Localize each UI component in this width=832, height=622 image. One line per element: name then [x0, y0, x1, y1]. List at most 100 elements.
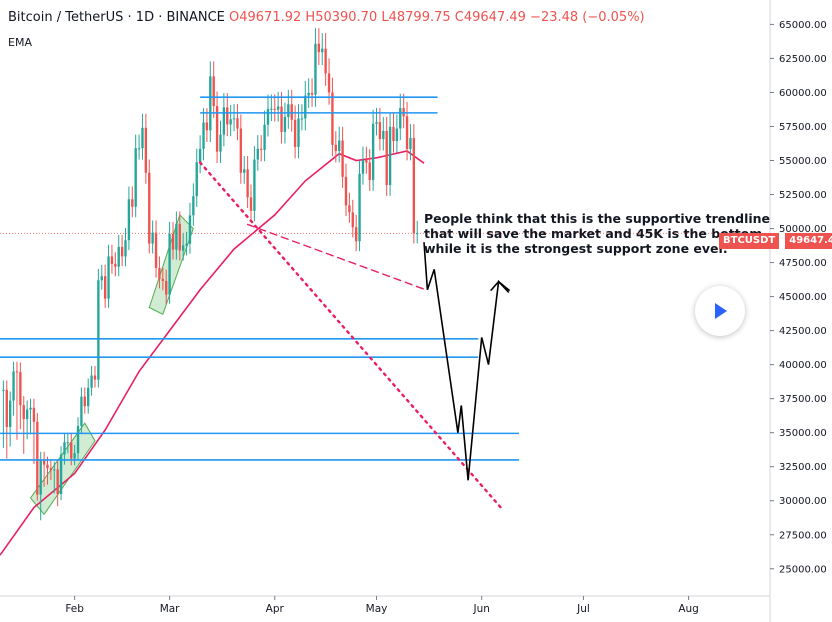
trendline-dotted[interactable] — [198, 161, 504, 511]
candle — [134, 134, 137, 218]
candle-body — [131, 199, 134, 207]
candle-body — [236, 118, 239, 129]
candle-body — [371, 123, 375, 180]
candle — [19, 362, 22, 430]
candle-body — [260, 148, 263, 150]
candle — [158, 256, 161, 289]
candle — [256, 135, 259, 171]
candle — [348, 192, 351, 223]
candle — [165, 269, 168, 304]
candle-body — [412, 138, 416, 234]
candle-body — [304, 95, 307, 119]
candle — [12, 361, 15, 416]
candle-body — [42, 459, 46, 465]
x-tick-label: Jul — [576, 603, 590, 615]
price-tag-symbol: BTCUSDT — [719, 233, 780, 249]
candle-body — [361, 160, 365, 174]
candle-body — [19, 372, 22, 406]
candle — [8, 391, 12, 447]
ema-indicator-label[interactable]: EMA — [8, 36, 32, 49]
candle-body — [36, 421, 39, 495]
candle — [226, 93, 229, 137]
candle — [236, 104, 239, 141]
candle — [15, 361, 19, 440]
candle — [73, 444, 76, 466]
candle-body — [290, 104, 293, 120]
candle — [175, 211, 178, 260]
candle — [378, 107, 382, 151]
candle — [137, 134, 141, 160]
candle — [365, 146, 368, 174]
candle-body — [56, 469, 59, 494]
candle-body — [246, 169, 249, 198]
candle — [90, 365, 93, 396]
candle-body — [334, 144, 338, 151]
candle-body — [107, 256, 110, 299]
trendline-dashed[interactable] — [246, 223, 425, 290]
candle-body — [127, 199, 131, 241]
candle — [93, 365, 97, 388]
y-tick-label: 45000.00 — [779, 292, 827, 303]
candle-body — [416, 233, 419, 235]
annotation-line-3: while it is the strongest support zone e… — [424, 241, 728, 256]
symbol-title[interactable]: Bitcoin / TetherUS · 1D · BINANCE — [8, 10, 225, 25]
candle — [249, 184, 253, 222]
last-price-tag: BTCUSDT 49647.49 — [719, 233, 832, 249]
support-resistance-lines — [0, 96, 519, 461]
candle-body — [8, 400, 12, 427]
y-tick-label: 42500.00 — [779, 326, 827, 337]
candle-body — [49, 468, 53, 471]
candle-body — [365, 160, 368, 163]
projection-line[interactable] — [423, 242, 510, 481]
candle — [66, 433, 70, 454]
candle — [253, 146, 256, 222]
candle-body — [215, 106, 219, 152]
candle — [287, 89, 290, 129]
candle — [317, 28, 321, 66]
candle-body — [185, 243, 188, 246]
candle — [283, 102, 287, 144]
candle — [127, 186, 131, 251]
candle — [270, 94, 273, 122]
candle — [87, 378, 90, 414]
candle — [168, 221, 171, 304]
candle — [209, 61, 212, 142]
candle — [171, 221, 175, 260]
candle — [260, 135, 263, 162]
candle-body — [409, 138, 412, 149]
candle — [338, 126, 341, 163]
candle — [293, 105, 297, 159]
candle-body — [161, 278, 165, 281]
candle-body — [120, 246, 124, 257]
candle — [39, 451, 42, 521]
candle — [388, 112, 392, 196]
y-tick-label: 52500.00 — [779, 190, 827, 201]
play-button[interactable] — [695, 286, 745, 336]
candle-body — [80, 396, 83, 426]
candle-body — [32, 407, 36, 422]
candle-body — [399, 108, 402, 129]
candle-body — [137, 148, 141, 150]
candle-body — [338, 140, 341, 151]
ohlc-change: −23.48 (−0.05%) — [530, 10, 645, 25]
candle — [103, 264, 107, 308]
y-tick-label: 50000.00 — [779, 224, 827, 235]
candle — [5, 380, 8, 459]
candle — [188, 202, 192, 254]
candle-body — [76, 425, 80, 454]
candle — [371, 109, 375, 191]
price-tag-value: 49647.49 — [785, 233, 832, 249]
candle — [239, 114, 243, 184]
candle-body — [202, 122, 205, 149]
candle-body — [209, 76, 212, 131]
candle-body — [375, 121, 378, 124]
candle — [412, 124, 416, 244]
candle — [205, 108, 209, 142]
candle-body — [124, 240, 127, 257]
candle-body — [395, 128, 399, 142]
candle — [202, 108, 205, 161]
x-tick-label: Aug — [678, 603, 699, 615]
candle-body — [90, 375, 93, 388]
candle-body — [307, 93, 310, 96]
